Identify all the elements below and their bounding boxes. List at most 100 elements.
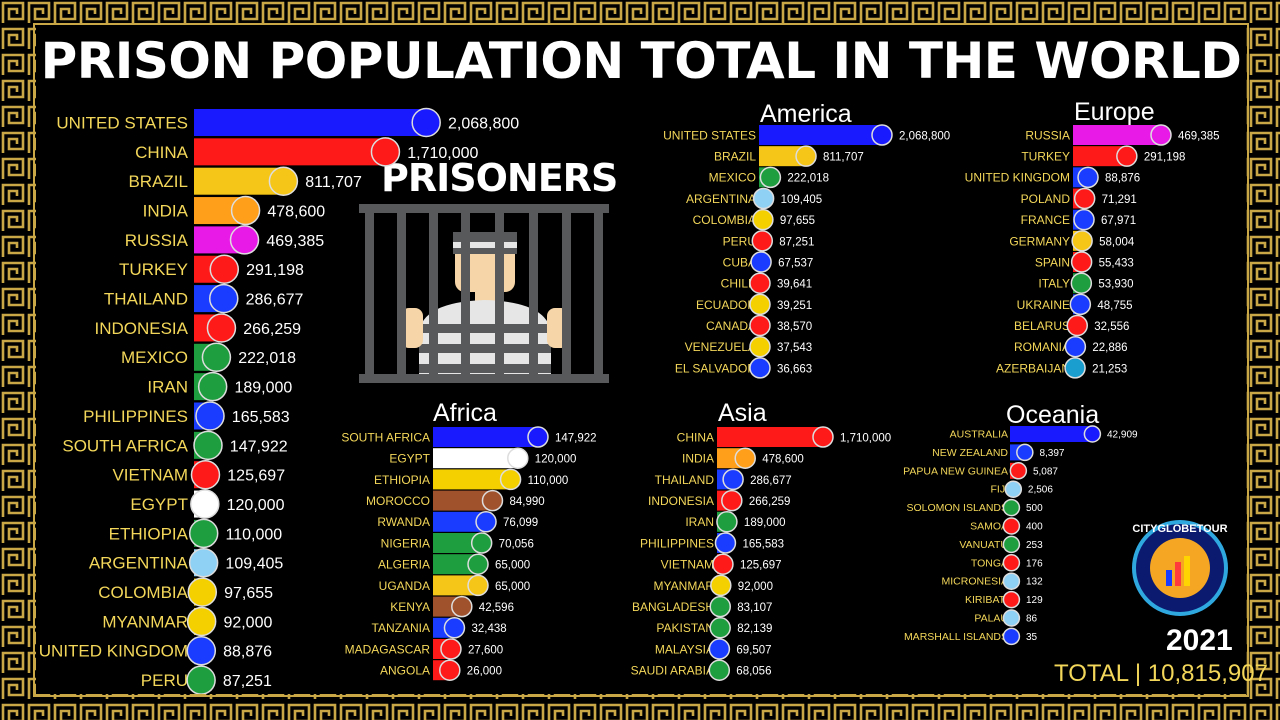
value-label: 286,677	[246, 292, 304, 309]
value-label: 2,506	[1028, 485, 1053, 496]
flag-icon	[481, 489, 504, 512]
flag-icon	[1004, 480, 1023, 498]
value-label: 97,655	[780, 215, 815, 227]
flag-icon	[467, 553, 489, 575]
chart-2: RUSSIA 469,385 TURKEY 291,198 UNITED KINGDOM…	[965, 124, 1220, 379]
category-label: TURKEY	[1021, 150, 1070, 164]
category-label: RWANDA	[377, 515, 430, 529]
chart-0: UNITED STATES 2,068,800 CHINA 1,710,000 BRAZ…	[39, 107, 519, 694]
flag-icon	[752, 208, 774, 231]
flag-icon	[1009, 462, 1028, 480]
flag-icon	[470, 532, 493, 554]
value-label: 469,385	[1178, 130, 1220, 142]
category-label: PAPUA NEW GUINEA	[903, 465, 1008, 477]
flag-icon	[712, 553, 734, 575]
category-label: MARSHALL ISLANDS	[904, 631, 1008, 643]
asia-region-title: Asia	[718, 399, 767, 427]
value-label: 71,291	[1102, 194, 1137, 206]
flag-icon	[871, 124, 893, 146]
category-label: ARGENTINA	[686, 192, 756, 206]
value-label: 110,000	[528, 475, 569, 487]
category-label: UNITED STATES	[663, 128, 756, 142]
value-label: 92,000	[738, 581, 773, 593]
flag-icon	[443, 617, 466, 639]
category-label: CUBA	[723, 255, 756, 269]
category-label: PALAU	[974, 613, 1008, 625]
flag-icon	[467, 574, 489, 597]
category-label: PAKISTAN	[656, 621, 714, 635]
flag-icon	[749, 357, 771, 379]
category-label: VENEZUELA	[685, 340, 756, 354]
flag-icon	[188, 548, 219, 578]
flag-icon	[752, 187, 775, 210]
category-label: EGYPT	[389, 452, 430, 466]
flag-icon	[186, 606, 217, 637]
category-label: UNITED KINGDOM	[39, 642, 188, 661]
bar	[433, 511, 489, 532]
flag-icon	[749, 293, 771, 316]
category-label: FRANCE	[1021, 213, 1070, 227]
category-label: INDIA	[143, 201, 189, 220]
category-label: MYANMAR	[654, 579, 715, 593]
category-label: INDONESIA	[94, 319, 188, 338]
bar	[194, 109, 429, 136]
flag-icon	[1064, 335, 1087, 358]
value-label: 8,397	[1039, 448, 1064, 459]
bar	[433, 448, 520, 469]
category-label: SOUTH AFRICA	[62, 436, 188, 455]
flag-icon	[475, 511, 497, 533]
category-label: PHILIPPINES	[640, 536, 714, 550]
value-label: 67,537	[778, 257, 813, 269]
value-label: 132	[1026, 577, 1043, 588]
bar	[433, 427, 540, 447]
value-label: 222,018	[238, 350, 296, 367]
value-label: 39,251	[777, 300, 812, 312]
value-label: 76,099	[503, 517, 538, 529]
flag-icon	[714, 532, 737, 554]
flag-icon	[411, 107, 441, 138]
prisoner-behind-bars-icon	[359, 204, 609, 383]
bar	[759, 146, 809, 167]
category-label: BANGLADESH	[632, 600, 714, 614]
value-label: 286,677	[750, 475, 792, 487]
flag-icon	[187, 577, 218, 607]
category-label: UNITED KINGDOM	[965, 171, 1070, 185]
category-label: PERU	[141, 671, 188, 690]
category-label: CHILE	[721, 277, 756, 291]
flag-icon	[734, 447, 756, 469]
value-label: 2,068,800	[899, 130, 950, 142]
value-label: 253	[1026, 540, 1043, 551]
category-label: PERU	[723, 234, 756, 248]
value-label: 84,990	[509, 496, 544, 508]
value-label: 266,259	[749, 496, 791, 508]
flag-icon	[1066, 314, 1088, 337]
value-label: 500	[1026, 503, 1043, 514]
category-label: THAILAND	[655, 473, 715, 487]
flag-icon	[197, 371, 228, 402]
flag-icon	[230, 195, 261, 226]
category-label: THAILAND	[104, 290, 188, 309]
flag-icon	[1002, 554, 1021, 572]
category-label: MALAYSIA	[655, 642, 714, 656]
flag-icon	[751, 230, 774, 252]
flag-icon	[1071, 230, 1093, 252]
category-label: SOUTH AFRICA	[341, 430, 430, 444]
category-label: INDONESIA	[648, 494, 714, 508]
category-label: COLOMBIA	[693, 213, 756, 227]
category-label: ETHIOPIA	[374, 473, 430, 487]
flag-icon	[188, 518, 219, 549]
value-label: 65,000	[495, 560, 530, 572]
value-label: 39,641	[777, 279, 812, 291]
flag-icon	[750, 251, 772, 273]
category-label: ECUADOR	[696, 298, 756, 312]
bar	[433, 469, 513, 490]
value-label: 1,710,000	[407, 145, 478, 162]
bar	[433, 490, 495, 511]
value-label: 35	[1026, 632, 1038, 643]
flag-icon	[1002, 517, 1021, 535]
chart-canvas: PRISON POPULATION TOTAL IN THE WORLD Ame…	[36, 26, 1268, 694]
value-label: 42,909	[1107, 430, 1138, 441]
bar	[433, 533, 484, 553]
value-label: 82,139	[737, 623, 772, 635]
value-label: 109,405	[225, 556, 283, 573]
